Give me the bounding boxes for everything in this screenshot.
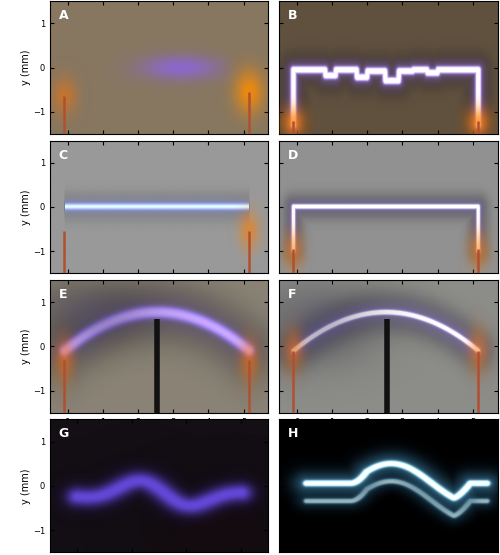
- Text: A: A: [58, 9, 68, 22]
- Text: B: B: [288, 9, 298, 22]
- Text: F: F: [288, 288, 296, 301]
- Text: E: E: [58, 288, 67, 301]
- Text: C: C: [58, 149, 68, 162]
- Text: G: G: [58, 427, 69, 441]
- Text: H: H: [288, 427, 298, 441]
- Y-axis label: y (mm): y (mm): [22, 50, 32, 85]
- Y-axis label: y (mm): y (mm): [22, 329, 32, 364]
- Text: D: D: [288, 149, 298, 162]
- Y-axis label: y (mm): y (mm): [22, 189, 32, 225]
- Y-axis label: y (mm): y (mm): [22, 468, 32, 503]
- X-axis label: x (cm): x (cm): [372, 428, 404, 438]
- X-axis label: x (cm): x (cm): [144, 428, 175, 438]
